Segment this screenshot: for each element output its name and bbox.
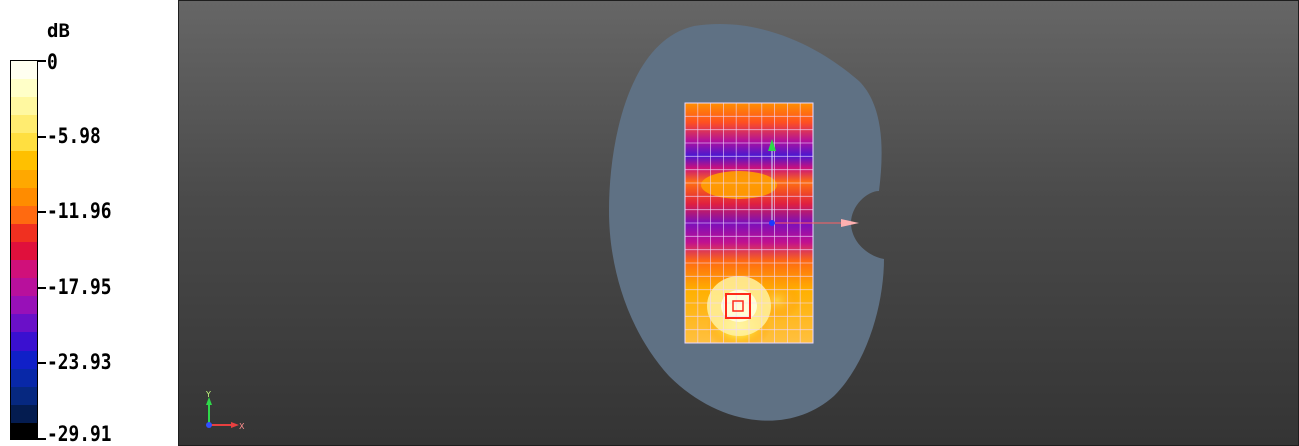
legend-value-label: -29.91 xyxy=(47,422,112,446)
legend-swatch xyxy=(11,187,37,207)
legend-tick xyxy=(38,362,46,365)
legend-swatch xyxy=(11,278,37,298)
legend-tick xyxy=(38,211,46,214)
legend-tick xyxy=(38,60,46,62)
legend-swatch xyxy=(11,404,37,424)
source-marker xyxy=(725,293,751,319)
legend-value-label: -11.96 xyxy=(47,199,112,224)
3d-viewport[interactable]: Y X xyxy=(178,0,1299,446)
scene-canvas[interactable]: Y X xyxy=(179,1,1299,446)
legend-swatch xyxy=(11,350,37,370)
legend-tick xyxy=(38,135,46,138)
legend-swatch xyxy=(11,241,37,262)
scan-grid-lines xyxy=(685,103,813,343)
legend-tick xyxy=(38,438,46,440)
legend-color-bar xyxy=(10,60,38,440)
legend-swatch xyxy=(11,260,37,280)
legend-swatch xyxy=(11,422,37,439)
legend-value-label: -5.98 xyxy=(47,123,101,148)
legend-swatch xyxy=(11,151,37,171)
legend-swatch xyxy=(11,332,37,352)
sar-scan-grid xyxy=(684,102,814,344)
legend-swatch xyxy=(11,314,37,334)
legend-value-label: -23.93 xyxy=(47,350,112,375)
legend-unit-label: dB xyxy=(47,20,70,42)
legend-swatch xyxy=(11,386,37,406)
legend-swatch xyxy=(11,79,37,99)
legend-tick xyxy=(38,286,46,289)
axis-y-label: Y xyxy=(205,390,211,399)
legend-swatch xyxy=(11,296,37,316)
legend-swatch xyxy=(11,205,37,225)
legend-swatch xyxy=(11,133,37,153)
probe-axes xyxy=(768,139,859,227)
axis-x-label: X xyxy=(239,422,245,431)
legend-swatch xyxy=(11,169,37,189)
legend-value-label: -17.95 xyxy=(47,274,112,299)
legend-value-label: 0 xyxy=(47,50,58,74)
color-legend: dB 0 -5.98 -11.96 -17.95 -23.93 -29.91 xyxy=(0,0,178,446)
legend-swatch xyxy=(11,115,37,135)
orientation-triad: Y X xyxy=(205,390,245,431)
legend-swatch xyxy=(11,97,37,117)
legend-swatch xyxy=(11,368,37,388)
legend-swatch xyxy=(11,223,37,243)
legend-swatch xyxy=(11,61,37,81)
